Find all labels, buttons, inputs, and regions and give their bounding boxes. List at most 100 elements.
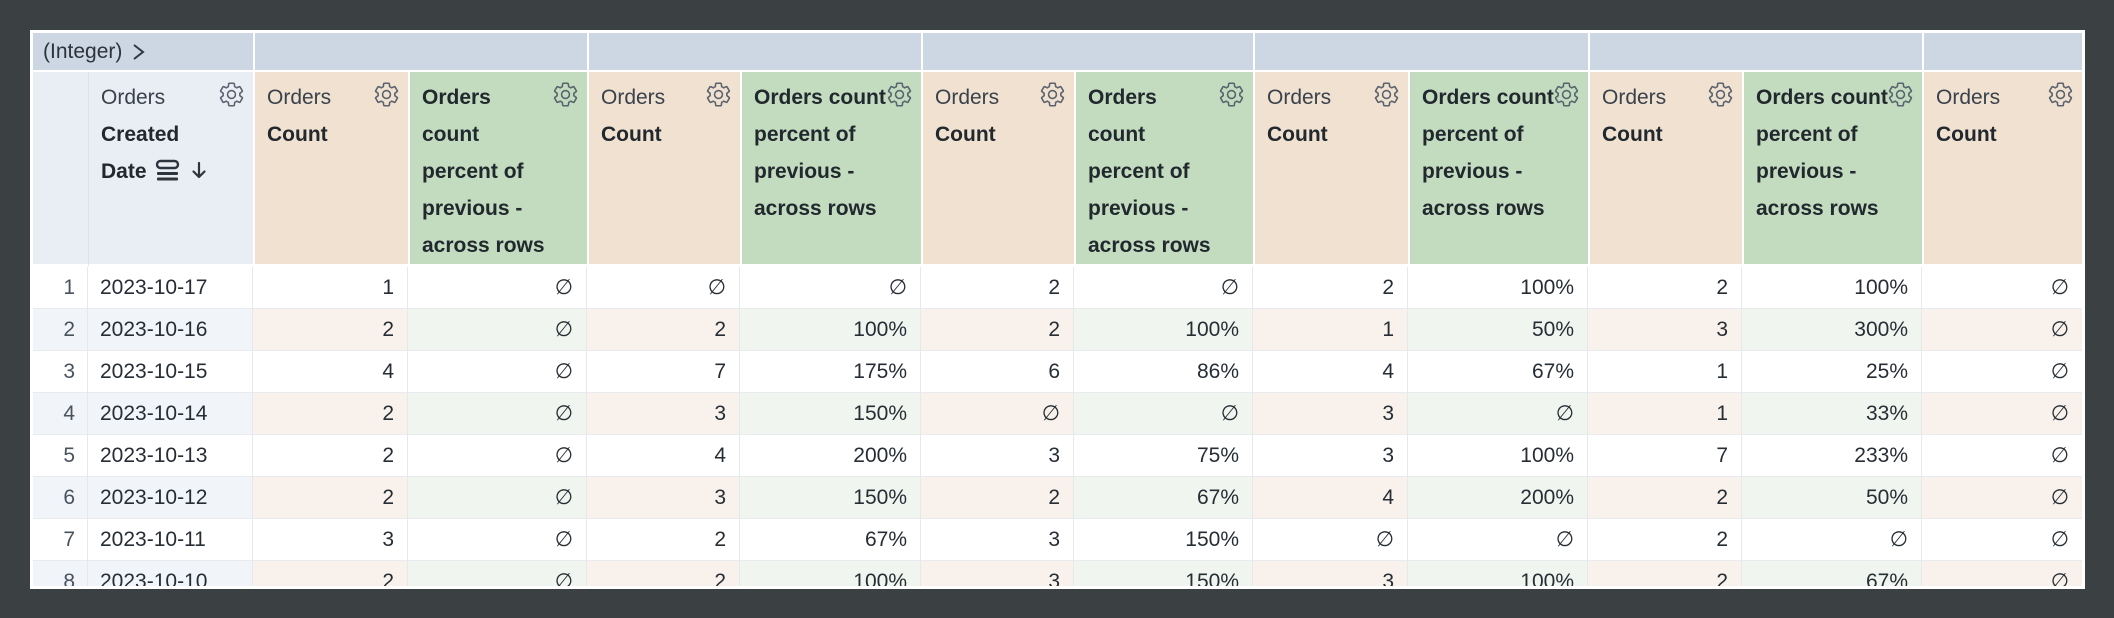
value-cell[interactable]: 175%: [740, 351, 921, 393]
value-cell[interactable]: 50%: [1742, 477, 1922, 519]
value-cell[interactable]: 100%: [740, 309, 921, 351]
value-cell[interactable]: 2: [1253, 267, 1408, 309]
value-cell[interactable]: ∅: [1922, 393, 2082, 435]
value-cell[interactable]: 100%: [1408, 435, 1588, 477]
value-cell[interactable]: 150%: [1074, 519, 1253, 561]
value-cell[interactable]: ∅: [740, 267, 921, 309]
gear-icon[interactable]: [218, 81, 245, 108]
date-cell[interactable]: 2023-10-10: [88, 561, 253, 586]
gear-icon[interactable]: [1373, 81, 1400, 108]
value-cell[interactable]: ∅: [408, 435, 587, 477]
column-header-orders-count[interactable]: Orders Count: [1588, 72, 1742, 267]
value-cell[interactable]: 2: [253, 393, 408, 435]
value-cell[interactable]: 3: [921, 435, 1074, 477]
date-cell[interactable]: 2023-10-12: [88, 477, 253, 519]
value-cell[interactable]: 3: [1588, 309, 1742, 351]
value-cell[interactable]: 100%: [1742, 267, 1922, 309]
gear-icon[interactable]: [886, 81, 913, 108]
value-cell[interactable]: 7: [587, 351, 740, 393]
value-cell[interactable]: 100%: [1408, 267, 1588, 309]
value-cell[interactable]: 67%: [740, 519, 921, 561]
value-cell[interactable]: 3: [1253, 393, 1408, 435]
column-header-orders-count[interactable]: Orders Count: [587, 72, 740, 267]
value-cell[interactable]: 2: [253, 561, 408, 586]
date-cell[interactable]: 2023-10-14: [88, 393, 253, 435]
value-cell[interactable]: 200%: [740, 435, 921, 477]
value-cell[interactable]: 6: [921, 351, 1074, 393]
value-cell[interactable]: ∅: [1408, 393, 1588, 435]
value-cell[interactable]: 2: [587, 309, 740, 351]
date-cell[interactable]: 2023-10-17: [88, 267, 253, 309]
value-cell[interactable]: 67%: [1408, 351, 1588, 393]
column-header-orders-count[interactable]: Orders Count: [1253, 72, 1408, 267]
column-header-orders-count-percent[interactable]: Orders count percent of previous - acros…: [1074, 72, 1253, 267]
value-cell[interactable]: 67%: [1742, 561, 1922, 586]
value-cell[interactable]: 33%: [1742, 393, 1922, 435]
gear-icon[interactable]: [1553, 81, 1580, 108]
value-cell[interactable]: 2: [921, 309, 1074, 351]
gear-icon[interactable]: [2047, 81, 2074, 108]
sort-desc-arrow-icon[interactable]: [189, 157, 209, 194]
column-header-orders-count[interactable]: Orders Count: [253, 72, 408, 267]
gear-icon[interactable]: [1039, 81, 1066, 108]
gear-icon[interactable]: [705, 81, 732, 108]
value-cell[interactable]: 4: [1253, 351, 1408, 393]
value-cell[interactable]: ∅: [1922, 519, 2082, 561]
value-cell[interactable]: ∅: [587, 267, 740, 309]
value-cell[interactable]: ∅: [1922, 477, 2082, 519]
value-cell[interactable]: 2: [587, 561, 740, 586]
value-cell[interactable]: 67%: [1074, 477, 1253, 519]
value-cell[interactable]: 100%: [740, 561, 921, 586]
value-cell[interactable]: 2: [1588, 519, 1742, 561]
value-cell[interactable]: 150%: [1074, 561, 1253, 586]
value-cell[interactable]: 2: [921, 477, 1074, 519]
value-cell[interactable]: 2: [1588, 561, 1742, 586]
gear-icon[interactable]: [1707, 81, 1734, 108]
column-header-orders-count[interactable]: Orders Count: [921, 72, 1074, 267]
value-cell[interactable]: 75%: [1074, 435, 1253, 477]
value-cell[interactable]: 150%: [740, 477, 921, 519]
column-header-orders-count-percent[interactable]: Orders count percent of previous - acros…: [1742, 72, 1922, 267]
pivot-band-label-cell[interactable]: (Integer): [33, 33, 253, 72]
value-cell[interactable]: 4: [587, 435, 740, 477]
value-cell[interactable]: ∅: [1742, 519, 1922, 561]
value-cell[interactable]: ∅: [1253, 519, 1408, 561]
value-cell[interactable]: 3: [921, 519, 1074, 561]
date-cell[interactable]: 2023-10-15: [88, 351, 253, 393]
value-cell[interactable]: ∅: [921, 393, 1074, 435]
column-header-orders-count-percent[interactable]: Orders count percent of previous - acros…: [408, 72, 587, 267]
date-cell[interactable]: 2023-10-13: [88, 435, 253, 477]
value-cell[interactable]: 2: [921, 267, 1074, 309]
value-cell[interactable]: 4: [1253, 477, 1408, 519]
value-cell[interactable]: ∅: [408, 561, 587, 586]
column-header-orders-count-percent[interactable]: Orders count percent of previous - acros…: [740, 72, 921, 267]
value-cell[interactable]: 200%: [1408, 477, 1588, 519]
value-cell[interactable]: 7: [1588, 435, 1742, 477]
value-cell[interactable]: 2: [253, 435, 408, 477]
value-cell[interactable]: ∅: [1922, 435, 2082, 477]
value-cell[interactable]: ∅: [408, 393, 587, 435]
chevron-right-icon[interactable]: [131, 42, 146, 62]
value-cell[interactable]: 2: [253, 309, 408, 351]
gear-icon[interactable]: [373, 81, 400, 108]
gear-icon[interactable]: [1887, 81, 1914, 108]
column-header-orders-created-date[interactable]: Orders Created Date: [88, 72, 253, 267]
gear-icon[interactable]: [1218, 81, 1245, 108]
value-cell[interactable]: 150%: [740, 393, 921, 435]
value-cell[interactable]: 25%: [1742, 351, 1922, 393]
value-cell[interactable]: ∅: [1922, 351, 2082, 393]
date-cell[interactable]: 2023-10-16: [88, 309, 253, 351]
value-cell[interactable]: ∅: [408, 519, 587, 561]
column-header-orders-count[interactable]: Orders Count: [1922, 72, 2082, 267]
value-cell[interactable]: 2: [253, 477, 408, 519]
value-cell[interactable]: ∅: [408, 309, 587, 351]
value-cell[interactable]: ∅: [408, 267, 587, 309]
value-cell[interactable]: 3: [587, 477, 740, 519]
value-cell[interactable]: 3: [1253, 561, 1408, 586]
value-cell[interactable]: 3: [253, 519, 408, 561]
value-cell[interactable]: 3: [1253, 435, 1408, 477]
value-cell[interactable]: ∅: [1074, 393, 1253, 435]
value-cell[interactable]: 50%: [1408, 309, 1588, 351]
value-cell[interactable]: 86%: [1074, 351, 1253, 393]
value-cell[interactable]: ∅: [408, 351, 587, 393]
